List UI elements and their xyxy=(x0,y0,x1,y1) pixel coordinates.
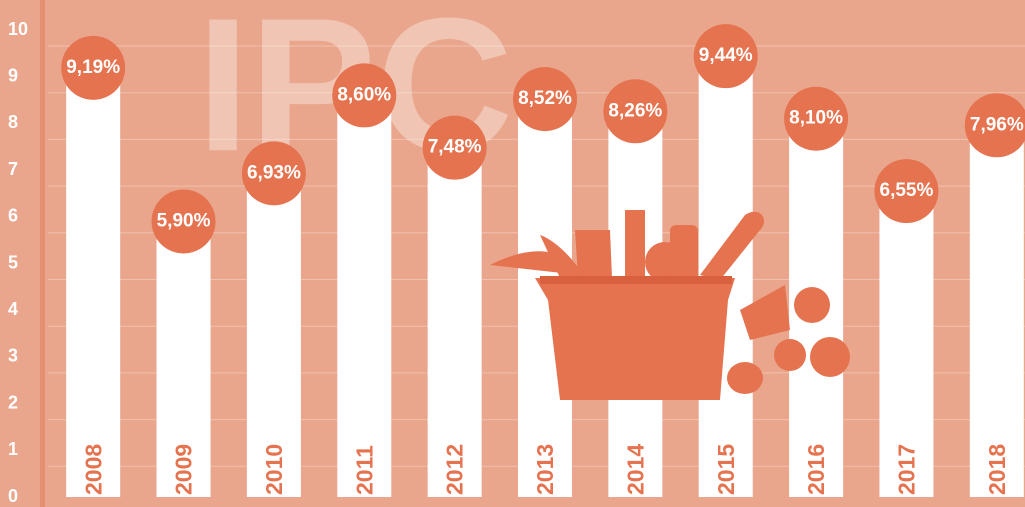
value-label: 8,26% xyxy=(608,100,662,121)
x-tick-label: 2017 xyxy=(894,444,920,495)
y-tick-label: 2 xyxy=(8,392,18,412)
y-tick-label: 8 xyxy=(8,112,18,132)
value-label: 8,60% xyxy=(337,84,391,105)
x-tick-label: 2012 xyxy=(442,444,468,495)
pasta xyxy=(625,210,645,280)
bar xyxy=(66,68,120,497)
y-tick-label: 6 xyxy=(8,206,18,226)
bottle xyxy=(670,225,698,280)
value-label: 9,19% xyxy=(66,57,120,78)
x-tick-label: 2008 xyxy=(80,444,106,495)
bar xyxy=(970,125,1024,497)
bar xyxy=(337,95,391,497)
page: IPC 012345678910 9,19%20085,90%20096,93%… xyxy=(0,0,1025,507)
x-tick-label: 2014 xyxy=(622,444,648,495)
y-tick-label: 3 xyxy=(8,346,18,366)
x-tick-label: 2018 xyxy=(984,444,1010,495)
y-tick-label: 0 xyxy=(8,486,18,506)
value-label: 7,96% xyxy=(970,114,1024,135)
value-label: 6,93% xyxy=(247,162,301,183)
chart: IPC 012345678910 9,19%20085,90%20096,93%… xyxy=(0,0,1025,507)
x-tick-label: 2013 xyxy=(532,444,558,495)
y-tick-label: 4 xyxy=(8,299,18,319)
y-tick-label: 1 xyxy=(8,439,18,459)
y-tick-label: 7 xyxy=(8,159,18,179)
broccoli xyxy=(794,287,830,323)
axis-strip xyxy=(40,0,45,507)
apple xyxy=(810,337,850,377)
potato xyxy=(774,339,806,371)
value-label: 7,48% xyxy=(428,137,482,158)
basket xyxy=(535,278,735,400)
value-label: 9,44% xyxy=(699,45,753,66)
x-tick-label: 2015 xyxy=(713,444,739,495)
y-tick-label: 10 xyxy=(8,19,28,39)
y-tick-label: 9 xyxy=(8,65,18,85)
value-label: 8,52% xyxy=(518,88,572,109)
y-tick-label: 5 xyxy=(8,252,18,272)
vegetable xyxy=(575,230,612,278)
sausage xyxy=(727,362,763,394)
value-label: 8,10% xyxy=(789,108,843,129)
x-tick-label: 2016 xyxy=(803,444,829,495)
basket-rim xyxy=(540,276,732,284)
value-label: 6,55% xyxy=(880,180,934,201)
value-label: 5,90% xyxy=(157,210,211,231)
x-tick-label: 2009 xyxy=(171,444,197,495)
x-tick-label: 2011 xyxy=(351,445,377,495)
x-tick-label: 2010 xyxy=(261,444,287,495)
